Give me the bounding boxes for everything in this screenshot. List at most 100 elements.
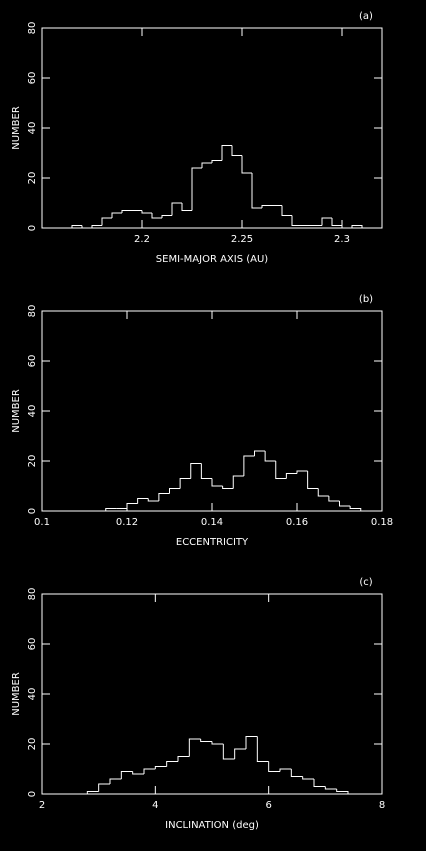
histogram-bin (166, 761, 178, 767)
x-axis-label: SEMI-MAJOR AXIS (AU) (156, 254, 268, 265)
histogram-bin (109, 778, 122, 784)
histogram-bin (317, 488, 329, 497)
y-tick-label: 60 (27, 638, 38, 651)
histogram-bin (200, 739, 212, 742)
x-tick-label: 2.2 (134, 234, 150, 245)
histogram-bin (221, 145, 232, 161)
histogram-bin (234, 748, 246, 759)
histogram-bin (281, 205, 292, 216)
histogram-bin (302, 776, 314, 780)
histogram-bin (324, 786, 337, 790)
histogram-bin (231, 145, 242, 156)
y-tick-label: 80 (27, 22, 38, 35)
histogram-bin (222, 744, 235, 760)
x-tick-label: 0.14 (201, 517, 223, 528)
x-tick-label: 0.1 (34, 517, 50, 528)
histogram-bin (137, 498, 149, 504)
y-tick-label: 80 (27, 305, 38, 318)
x-axis-label: INCLINATION (deg) (165, 820, 259, 831)
histogram-bin (151, 213, 162, 219)
histogram-bin (147, 498, 159, 502)
histogram-bin (245, 736, 258, 749)
y-tick-label: 0 (27, 508, 38, 514)
x-tick-label: 6 (265, 800, 271, 811)
plot-frame (41, 593, 383, 795)
histogram-bin (211, 478, 223, 487)
histogram-bin (161, 215, 172, 218)
x-tick-label: 2 (39, 800, 45, 811)
histogram-bin (121, 210, 132, 213)
histogram-bin (190, 463, 202, 479)
y-tick-label: 20 (27, 172, 38, 185)
panel-label: (a) (359, 11, 373, 22)
y-axis-label: NUMBER (11, 106, 22, 150)
histogram-bin (313, 779, 326, 787)
histogram-bin (328, 496, 340, 502)
x-tick-label: 0.18 (371, 517, 393, 528)
x-axis-label: ECCENTRICITY (176, 537, 249, 548)
histogram-bin (191, 167, 202, 211)
histogram-bin (321, 217, 332, 226)
x-tick-label: 2.3 (334, 234, 350, 245)
y-tick-label: 60 (27, 72, 38, 85)
histogram-bin (331, 218, 342, 226)
histogram-bin (91, 225, 102, 228)
histogram-bin (279, 768, 292, 772)
histogram-bin (188, 738, 201, 757)
histogram-bin (290, 769, 303, 777)
histogram-bin (241, 155, 252, 174)
histogram-bin (268, 761, 280, 772)
histogram-bin (296, 470, 308, 474)
histogram-bin (101, 217, 112, 226)
histogram-bin (86, 791, 99, 794)
histogram-bin (351, 225, 363, 228)
histogram-bin (256, 736, 269, 762)
histogram-bin (254, 450, 266, 456)
histogram-bin (339, 501, 351, 507)
histogram-bin (291, 215, 302, 226)
histogram-bin (222, 486, 234, 489)
histogram-bin (307, 471, 319, 489)
histogram-bin (111, 212, 122, 218)
y-tick-label: 80 (27, 588, 38, 601)
histogram-bin (169, 488, 181, 494)
histogram-bin (154, 766, 167, 769)
x-tick-label: 4 (152, 800, 158, 811)
y-tick-label: 40 (27, 688, 38, 701)
histogram-bin (126, 503, 138, 509)
histogram-bin (132, 771, 144, 775)
histogram-bin (141, 210, 152, 214)
histogram-bin (336, 789, 349, 794)
y-axis-label: NUMBER (11, 389, 22, 433)
x-tick-label: 2.25 (231, 234, 253, 245)
y-tick-label: 20 (27, 738, 38, 751)
histogram-bin (261, 205, 272, 208)
histogram-bin (98, 783, 110, 792)
histogram-bin (243, 455, 255, 476)
panel-label: (b) (359, 294, 373, 305)
histogram-bin (181, 203, 192, 211)
histogram-bin (201, 162, 212, 168)
y-tick-label: 40 (27, 122, 38, 135)
histogram-bin (177, 756, 190, 762)
histogram-bin (171, 202, 182, 216)
histogram-bin (264, 451, 276, 462)
histogram-bin (120, 771, 133, 779)
histogram-bin (341, 225, 352, 229)
y-tick-label: 0 (27, 791, 38, 797)
panel-label: (c) (359, 577, 372, 588)
histogram-bin (179, 478, 191, 489)
histogram-bin (200, 463, 212, 479)
histogram-bin (71, 225, 82, 228)
histogram-bin (349, 506, 362, 511)
x-tick-label: 0.12 (116, 517, 138, 528)
histogram-bin (158, 493, 170, 501)
y-tick-label: 40 (27, 405, 38, 418)
x-tick-label: 0.16 (286, 517, 308, 528)
histogram-bin (285, 473, 297, 479)
y-tick-label: 60 (27, 355, 38, 368)
histogram-bin (232, 475, 244, 489)
histogram-bin (105, 508, 117, 511)
y-tick-label: 20 (27, 455, 38, 468)
